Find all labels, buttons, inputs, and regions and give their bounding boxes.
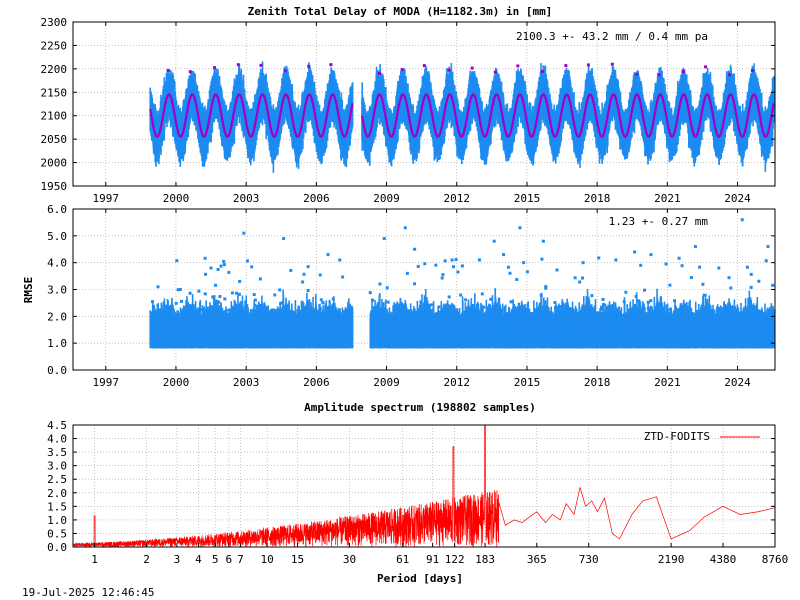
ztd-observations bbox=[149, 61, 775, 173]
ztd-panel: Zenith Total Delay of MODA (H=1182.3m) i… bbox=[41, 5, 776, 205]
ztd-title: Zenith Total Delay of MODA (H=1182.3m) i… bbox=[248, 5, 553, 18]
